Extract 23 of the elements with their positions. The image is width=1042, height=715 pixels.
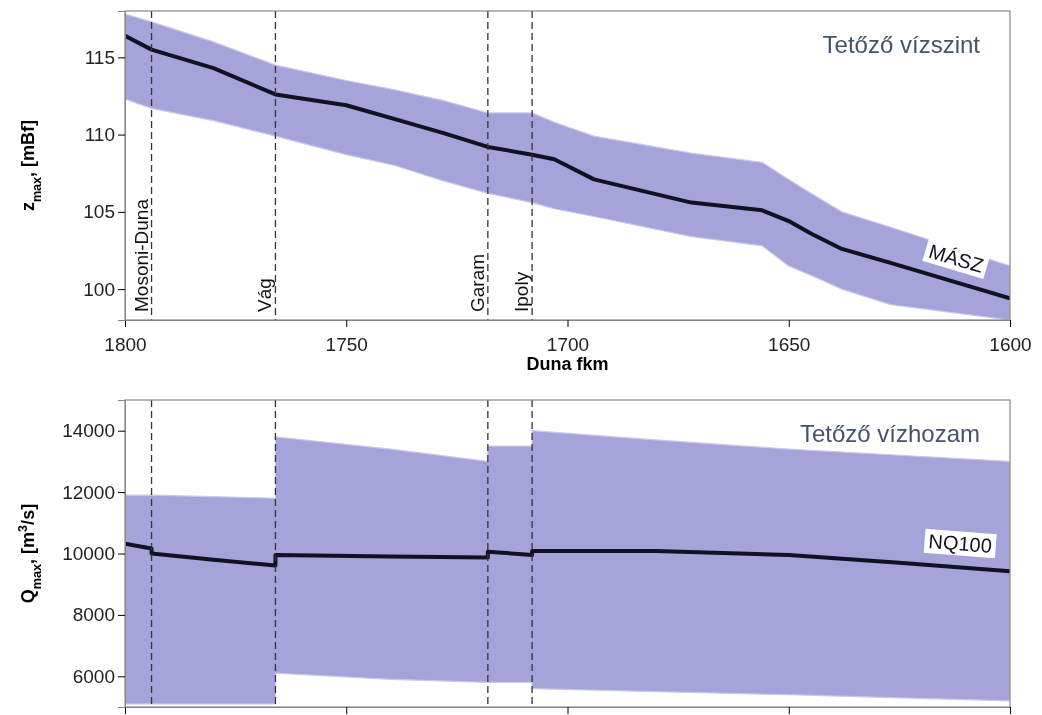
- ref-line-label: Vág: [254, 278, 276, 312]
- y-tick-label: 8000: [72, 604, 115, 626]
- y-tick-label: 115: [84, 46, 115, 68]
- ref-line-label: Garam: [466, 253, 488, 312]
- y-tick-label: 105: [83, 201, 115, 223]
- x-tick-label: 1750: [325, 333, 368, 355]
- y-tick-label: 110: [84, 124, 115, 146]
- ref-line-label: Mosoni-Duna: [130, 198, 152, 312]
- y-tick-label: 12000: [62, 481, 115, 503]
- y-tick-label: 14000: [62, 420, 115, 442]
- series-label: NQ100: [927, 530, 993, 557]
- x-tick-label: 1800: [104, 333, 147, 355]
- x-axis-title: Duna fkm: [526, 354, 609, 374]
- text: MÁSZ: [926, 239, 986, 277]
- x-tick-label: 1700: [546, 333, 590, 355]
- ref-line-label: Ipoly: [511, 271, 533, 312]
- y-tick-label: 100: [83, 278, 115, 300]
- x-tick-label: 1600: [989, 333, 1032, 355]
- annotation: Tetőző vízszint: [822, 31, 981, 58]
- x-tick-label: 1650: [768, 333, 811, 355]
- y-tick-label: 6000: [72, 665, 115, 687]
- annotation: Tetőző vízhozam: [799, 420, 980, 447]
- y-tick-label: 10000: [62, 543, 115, 565]
